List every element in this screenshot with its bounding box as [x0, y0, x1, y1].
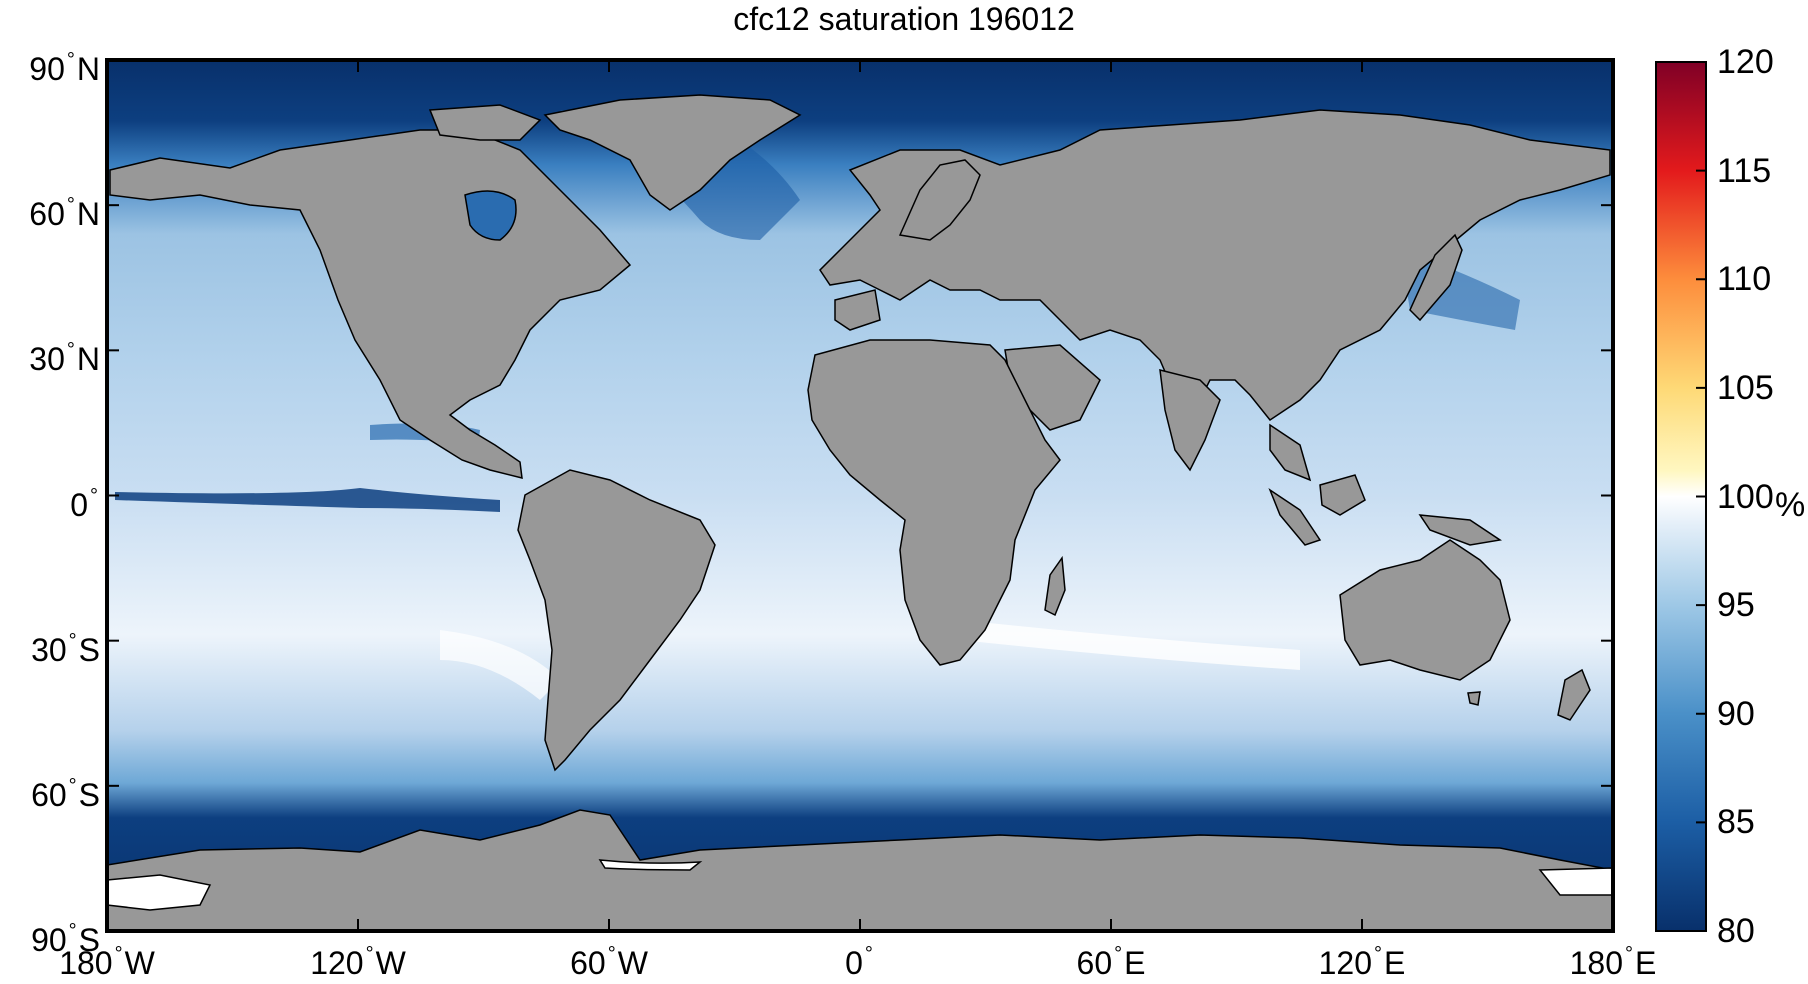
colorbar-tick-label: 110 [1717, 260, 1772, 299]
lon-tick-hemisphere: E [1635, 945, 1657, 981]
degree-symbol: ° [1114, 943, 1123, 965]
lon-tick-label: 120 °E [1319, 938, 1406, 979]
land-greenland [543, 94, 802, 211]
land-australia [1339, 539, 1511, 681]
lon-tick-label: 0 ° [845, 938, 875, 979]
lat-tick-hemisphere: S [78, 922, 100, 958]
lon-tick-hemisphere: W [375, 945, 406, 981]
lon-tick-number: 60 [1076, 945, 1113, 981]
map-ticks [106, 59, 1614, 932]
lat-tick-label: 0 ° [70, 480, 100, 521]
lat-tick-number: 0 [70, 486, 88, 523]
land-iberia [834, 289, 881, 331]
lon-tick-label: 60 °E [1077, 938, 1146, 979]
lat-tick-number: 30 [31, 631, 67, 668]
degree-symbol: ° [1625, 943, 1634, 965]
land-canadian-archipelago [428, 104, 542, 141]
land-india [1159, 369, 1221, 472]
degree-symbol: ° [864, 943, 873, 965]
lat-tick-label: 60 °N [29, 189, 100, 230]
degree-symbol: ° [1374, 943, 1383, 965]
degree-symbol: ° [365, 943, 374, 965]
land-tasmania [1467, 691, 1481, 706]
lat-tick-label: 90 °N [29, 44, 100, 85]
lon-tick-label: 180 °E [1570, 938, 1657, 979]
lon-tick-number: 180 [1569, 945, 1624, 981]
lat-tick-label: 30 °S [31, 625, 100, 666]
degree-symbol: ° [114, 943, 123, 965]
colorbar-tick-label: 80 [1717, 912, 1755, 950]
equatorial-pacific-low-saturation [115, 488, 500, 512]
lon-tick-number: 120 [1318, 945, 1373, 981]
degree-symbol: ° [90, 484, 98, 507]
lon-tick-hemisphere: E [1124, 945, 1146, 981]
lon-tick-hemisphere: W [124, 945, 155, 981]
land-borneo [1319, 474, 1366, 516]
colorbar-tick-label: 105 [1717, 368, 1774, 407]
map-title: cfc12 saturation 196012 [733, 1, 1075, 37]
lon-tick-number: 120 [310, 945, 364, 981]
lon-tick-label: 60 °W [570, 938, 648, 979]
land-africa [807, 339, 1061, 666]
colorbar-tick-label: 100 [1717, 477, 1774, 516]
degree-symbol: ° [68, 774, 77, 797]
lat-tick-label: 90 °S [31, 915, 100, 956]
degree-symbol: ° [66, 339, 75, 362]
lon-tick-hemisphere: E [1384, 945, 1406, 981]
lon-tick-label: 120 °W [310, 938, 406, 979]
degree-symbol: ° [68, 920, 77, 942]
land-new-zealand [1557, 668, 1591, 721]
land-southeast-asia [1269, 423, 1312, 482]
lon-tick-hemisphere: W [617, 945, 648, 981]
land-sumatra [1268, 488, 1322, 546]
degree-symbol: ° [66, 49, 75, 71]
colorbar-tick-label: 115 [1717, 151, 1772, 190]
south-indian-white-band [960, 620, 1300, 670]
land-south-america [517, 469, 716, 772]
land-antarctica [107, 809, 1613, 931]
colorbar-tick-label: 85 [1717, 803, 1755, 842]
lat-tick-hemisphere: S [78, 776, 100, 813]
lat-tick-hemisphere: N [76, 341, 100, 378]
lat-tick-number: 90 [31, 922, 67, 958]
land-scandinavia [898, 159, 981, 241]
colorbar-tick-label: 95 [1717, 586, 1755, 625]
lat-tick-hemisphere: N [76, 196, 100, 233]
land-masses [107, 94, 1613, 931]
lat-tick-label: 30 °N [29, 334, 100, 375]
colorbar-tick-label: 90 [1717, 694, 1755, 733]
degree-symbol: ° [607, 943, 616, 965]
lat-tick-number: 60 [31, 776, 67, 813]
lon-tick-number: 60 [570, 945, 606, 981]
degree-symbol: ° [66, 194, 75, 217]
land-weddell-ice-shelf-white [598, 859, 703, 871]
lat-tick-number: 60 [29, 196, 65, 233]
land-ross-ice-shelf-white [107, 874, 212, 911]
land-europe-asia [819, 109, 1611, 422]
degree-symbol: ° [68, 629, 77, 652]
lat-tick-hemisphere: N [76, 51, 100, 87]
colorbar-tick-label: 120 [1717, 43, 1774, 81]
lon-tick-number: 0 [845, 945, 863, 981]
lat-tick-hemisphere: S [78, 631, 100, 668]
south-pacific-white-band [440, 630, 560, 700]
lat-tick-number: 90 [29, 51, 65, 87]
lon-tick-number: 180 [59, 945, 113, 981]
land-hudson-bay [464, 190, 517, 241]
land-new-guinea [1418, 514, 1502, 546]
colorbar-ticks [1696, 61, 1706, 932]
colorbar-unit: % [1775, 486, 1806, 524]
lon-tick-label: 180 °W [59, 938, 155, 979]
lat-tick-label: 60 °S [31, 770, 100, 811]
lat-tick-number: 30 [29, 341, 65, 378]
land-madagascar [1044, 555, 1066, 617]
land-japan [1409, 233, 1463, 322]
